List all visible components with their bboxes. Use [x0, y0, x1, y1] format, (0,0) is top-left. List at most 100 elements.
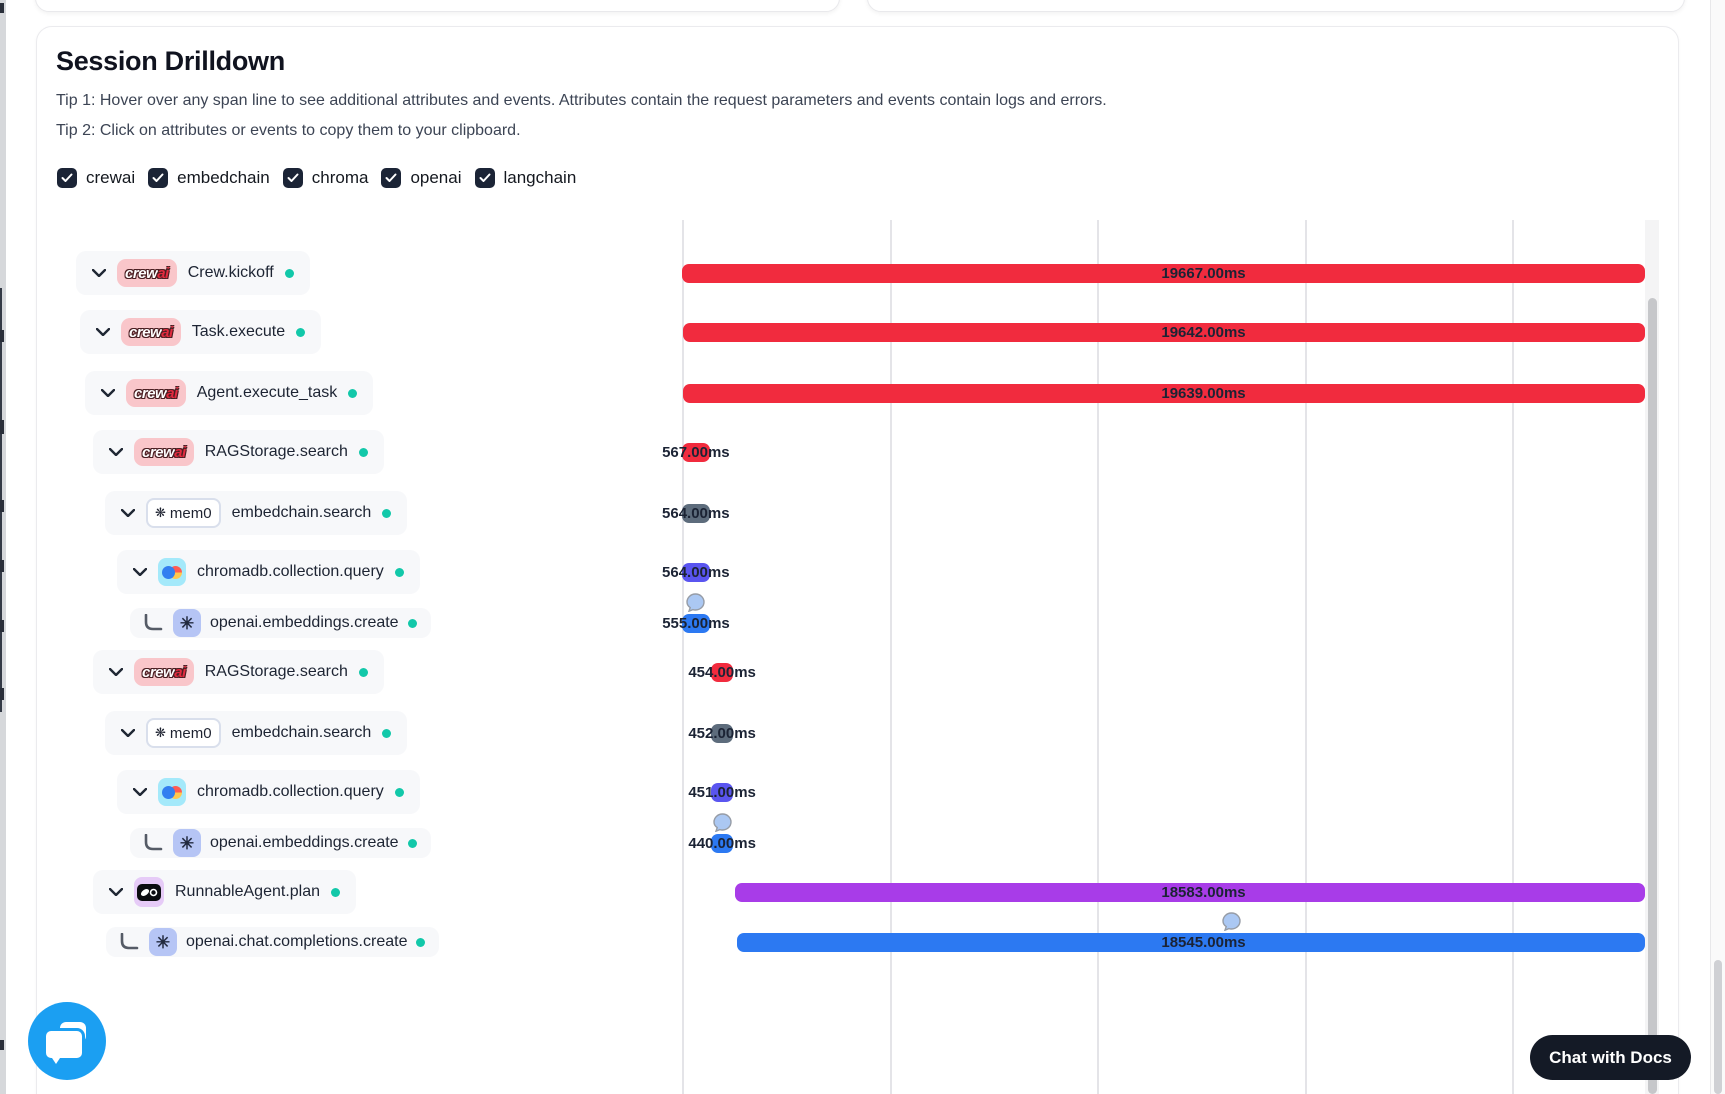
- span-row-embedchain.search[interactable]: ❋︎ mem0 embedchain.search: [105, 711, 408, 755]
- span-name: openai.embeddings.create: [210, 834, 399, 851]
- span-duration-label: 564.00ms: [662, 504, 730, 522]
- expand-chevron-icon[interactable]: [96, 328, 110, 336]
- status-dot: [394, 787, 404, 797]
- tip-2: Tip 2: Click on attributes or events to …: [56, 122, 521, 139]
- browser-scrollbar-thumb[interactable]: [1714, 960, 1722, 1094]
- span-bar-RunnableAgent.plan[interactable]: [735, 882, 1645, 902]
- span-duration-label: 555.00ms: [662, 614, 730, 632]
- expand-chevron-icon[interactable]: [92, 269, 106, 277]
- mem0-logo: ❋︎ mem0: [146, 498, 221, 528]
- span-name: Task.execute: [191, 323, 286, 340]
- span-duration-label: 451.00ms: [688, 783, 756, 801]
- filter-item-chroma[interactable]: chroma: [282, 168, 369, 188]
- status-dot: [394, 567, 404, 577]
- span-row-openai.embeddings.create[interactable]: ✳︎ openai.embeddings.create: [130, 608, 431, 638]
- chart-scrollbar-thumb[interactable]: [1648, 298, 1657, 1094]
- status-dot: [331, 887, 341, 897]
- span-row-Agent.execute_task[interactable]: crew ai Agent.execute_task: [85, 371, 374, 415]
- span-name: RunnableAgent.plan: [175, 883, 321, 900]
- status-dot: [284, 268, 294, 278]
- checkbox-check-icon: [287, 173, 299, 183]
- span-bar-RAGStorage.search[interactable]: [710, 662, 734, 682]
- tip-1: Tip 1: Hover over any span line to see a…: [56, 92, 1107, 109]
- timeline-gridline: [1304, 220, 1307, 1094]
- filter-label: chroma: [311, 168, 369, 187]
- left-edge-text-fragment: [0, 3, 4, 13]
- span-bar-chromadb.collection.query[interactable]: [682, 562, 710, 582]
- status-dot: [416, 937, 426, 947]
- span-row-openai.embeddings.create[interactable]: ✳︎ openai.embeddings.create: [130, 828, 431, 858]
- expand-chevron-icon[interactable]: [133, 788, 147, 796]
- event-bubble-icon[interactable]: [1222, 911, 1242, 931]
- filter-item-crewai[interactable]: crewai: [57, 168, 135, 188]
- chroma-logo: [158, 778, 186, 806]
- span-row-RAGStorage.search[interactable]: crew ai RAGStorage.search: [93, 430, 384, 474]
- span-name: chromadb.collection.query: [197, 783, 384, 800]
- filter-item-openai[interactable]: openai: [381, 168, 462, 188]
- span-bar-Task.execute[interactable]: [683, 322, 1645, 342]
- chat-widget-button[interactable]: [28, 1002, 106, 1080]
- crewai-logo: crew ai: [117, 259, 177, 287]
- expand-chevron-icon[interactable]: [133, 568, 147, 576]
- status-dot: [358, 667, 368, 677]
- span-bar-Agent.execute_task[interactable]: [683, 383, 1645, 403]
- span-row-chromadb.collection.query[interactable]: chromadb.collection.query: [117, 550, 420, 594]
- span-duration-label: 567.00ms: [662, 443, 730, 461]
- checkbox-embedchain[interactable]: [148, 168, 169, 188]
- left-edge-text-fragment: [0, 500, 4, 512]
- filter-item-langchain[interactable]: langchain: [474, 168, 576, 188]
- left-edge-text-fragment: [0, 1040, 4, 1050]
- chat-with-docs-button[interactable]: Chat with Docs: [1530, 1035, 1691, 1080]
- span-bar-Crew.kickoff[interactable]: [682, 263, 1645, 283]
- status-dot: [407, 618, 417, 628]
- span-name: RAGStorage.search: [204, 443, 348, 460]
- left-edge-text-fragment: [0, 620, 4, 632]
- span-name: RAGStorage.search: [204, 663, 348, 680]
- timeline-gridline: [1097, 220, 1099, 1094]
- span-duration-label: 18545.00ms: [1161, 933, 1246, 951]
- span-bar-openai.chat.completions.create[interactable]: [736, 932, 1645, 952]
- expand-chevron-icon[interactable]: [121, 509, 135, 517]
- status-dot: [382, 508, 392, 518]
- event-bubble-icon[interactable]: [686, 592, 706, 612]
- span-row-RunnableAgent.plan[interactable]: RunnableAgent.plan: [93, 870, 357, 914]
- span-bar-RAGStorage.search[interactable]: [682, 442, 710, 462]
- checkbox-check-icon: [152, 173, 164, 183]
- span-duration-label: 19642.00ms: [1161, 323, 1246, 341]
- checkbox-check-icon: [61, 173, 73, 183]
- top-card-left: [35, 0, 840, 12]
- top-card-right: [867, 0, 1685, 12]
- span-name: openai.chat.completions.create: [186, 933, 408, 950]
- span-row-RAGStorage.search[interactable]: crew ai RAGStorage.search: [93, 650, 384, 694]
- span-row-embedchain.search[interactable]: ❋︎ mem0 embedchain.search: [105, 491, 408, 535]
- checkbox-langchain[interactable]: [474, 168, 495, 188]
- span-bar-openai.embeddings.create[interactable]: [682, 613, 710, 633]
- filter-item-embedchain[interactable]: embedchain: [148, 168, 270, 188]
- span-row-Crew.kickoff[interactable]: crew ai Crew.kickoff: [76, 251, 310, 295]
- status-dot: [407, 838, 417, 848]
- span-row-Task.execute[interactable]: crew ai Task.execute: [80, 310, 322, 354]
- status-dot: [382, 728, 392, 738]
- status-dot: [348, 388, 358, 398]
- span-bar-chromadb.collection.query[interactable]: [711, 782, 734, 802]
- span-bar-embedchain.search[interactable]: [711, 723, 734, 743]
- span-name: Agent.execute_task: [196, 384, 338, 401]
- span-bar-openai.embeddings.create[interactable]: [711, 833, 733, 853]
- filter-label: crewai: [86, 168, 136, 187]
- checkbox-crewai[interactable]: [57, 168, 77, 188]
- checkbox-check-icon: [385, 173, 397, 183]
- page-title: Session Drilldown: [56, 46, 285, 76]
- expand-chevron-icon[interactable]: [121, 729, 135, 737]
- span-row-chromadb.collection.query[interactable]: chromadb.collection.query: [117, 770, 420, 814]
- expand-chevron-icon[interactable]: [109, 668, 123, 676]
- expand-chevron-icon[interactable]: [109, 888, 123, 896]
- span-row-openai.chat.completions.create[interactable]: ✳︎ openai.chat.completions.create: [106, 927, 440, 957]
- browser-scrollbar-track[interactable]: [1710, 0, 1725, 1094]
- expand-chevron-icon[interactable]: [101, 389, 115, 397]
- expand-chevron-icon[interactable]: [109, 448, 123, 456]
- checkbox-openai[interactable]: [381, 168, 402, 188]
- span-duration-label: 19639.00ms: [1161, 384, 1246, 402]
- checkbox-chroma[interactable]: [282, 168, 303, 188]
- event-bubble-icon[interactable]: [712, 812, 732, 832]
- span-bar-embedchain.search[interactable]: [682, 503, 710, 523]
